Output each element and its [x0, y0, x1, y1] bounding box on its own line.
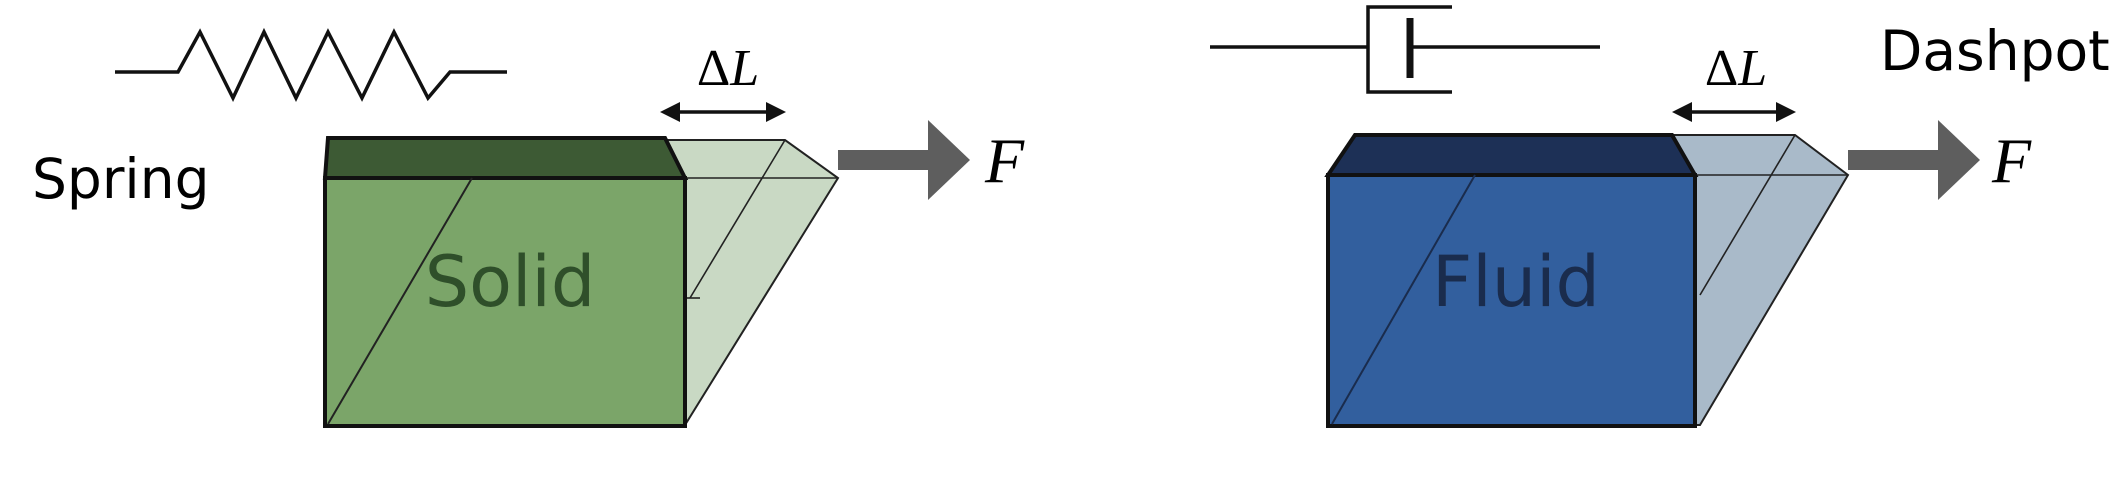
spring-icon [115, 27, 507, 103]
solid-deformed-ghost [664, 139, 840, 426]
fluid-block-label: Fluid [1432, 241, 1600, 323]
fluid-force-label: F [1991, 125, 2032, 196]
fluid-displacement-label: ΔL [1705, 40, 1767, 97]
solid-force-label: F [984, 125, 1025, 196]
solid-force-arrow [838, 120, 970, 200]
fluid-displacement-arrow [1672, 102, 1796, 122]
fluid-force-arrow [1848, 120, 1980, 200]
solid-block-front [323, 176, 687, 428]
spring-panel: Spring Solid ΔL F [32, 27, 1025, 428]
solid-displacement-label: ΔL [697, 40, 759, 97]
solid-displacement-arrow [660, 102, 786, 122]
fluid-block-diagonal [1331, 174, 1476, 425]
dashpot-label: Dashpot [1880, 19, 2110, 83]
fluid-ghost-edge [1699, 134, 1796, 296]
solid-block-top [322, 136, 689, 180]
dashpot-panel: Dashpot Fluid ΔL F [1210, 5, 2110, 428]
fluid-deformed-ghost [1670, 134, 1850, 426]
spring-label: Spring [32, 147, 210, 211]
solid-ghost-edge [689, 139, 786, 299]
solid-block-label: Solid [425, 241, 596, 323]
fluid-block-front [1326, 173, 1697, 428]
dashpot-icon [1210, 5, 1600, 94]
solid-block-diagonal [327, 177, 473, 425]
fluid-block-top [1324, 133, 1699, 177]
